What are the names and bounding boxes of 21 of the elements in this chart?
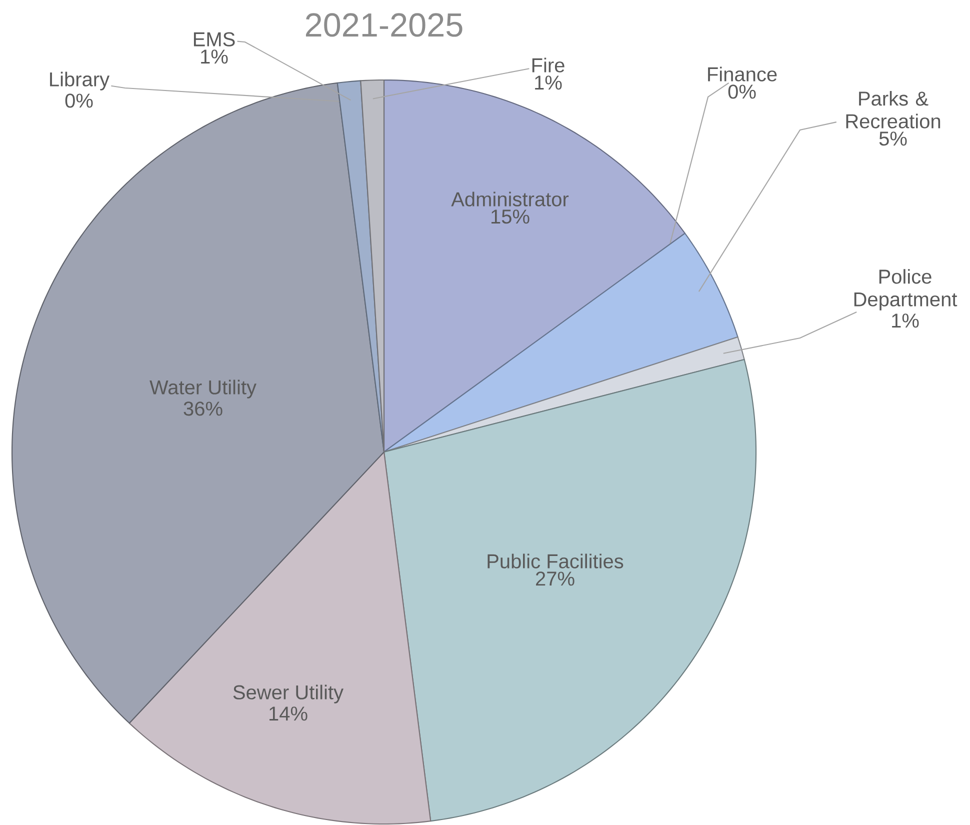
chart-title: 2021-2025: [306, 13, 462, 38]
data-label: 27%: [536, 572, 574, 586]
category-label: Finance: [708, 66, 777, 82]
slice-label: Sewer Utility: [233, 684, 344, 704]
slice-label: Water Utility: [150, 380, 256, 399]
data-label: 1%: [892, 314, 919, 328]
slice-label: Police Department: [854, 269, 958, 311]
slice-label: EMS: [194, 32, 235, 47]
slice-label: Parks & Recreation: [846, 91, 940, 129]
data-label: 14%: [270, 706, 308, 721]
data-label: 5%: [879, 132, 907, 146]
data-label: 15%: [492, 210, 530, 224]
text: 0%: [728, 84, 756, 99]
slice-label: Administrator: [451, 192, 569, 207]
data-label: 1%: [535, 76, 562, 90]
data-label: 1%: [201, 50, 228, 64]
slice-label: Fire: [532, 58, 564, 73]
text: 0%: [65, 94, 93, 108]
category-label: Library: [50, 72, 110, 91]
slice-label: Public Facilities: [488, 554, 624, 569]
data-label: 36%: [184, 402, 222, 416]
